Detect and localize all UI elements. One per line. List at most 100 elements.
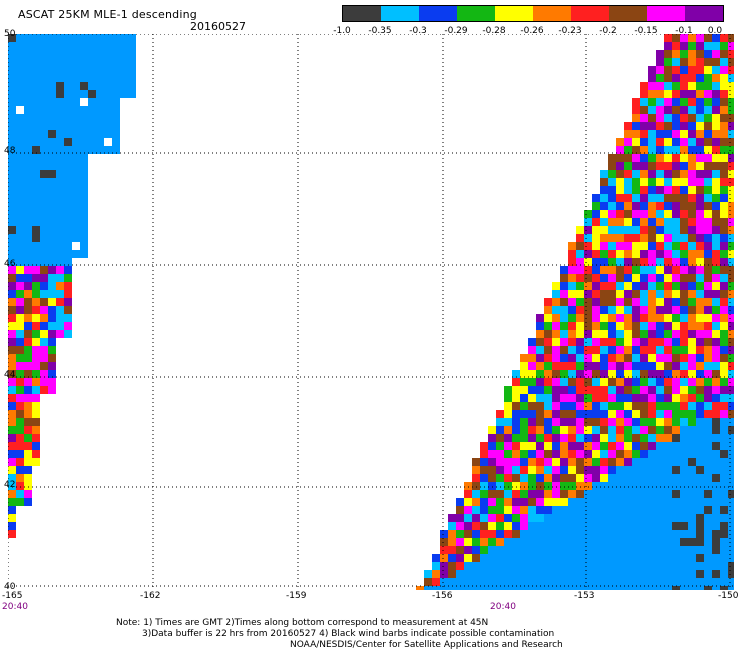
data-cell [528, 530, 536, 538]
data-cell [32, 82, 40, 90]
data-cell [688, 522, 696, 530]
data-cell [648, 98, 656, 106]
data-cell [592, 466, 600, 474]
data-cell [608, 314, 616, 322]
data-cell [680, 466, 688, 474]
data-cell [632, 386, 640, 394]
data-cell [640, 522, 648, 530]
data-cell [648, 282, 656, 290]
data-cell [56, 130, 64, 138]
data-cell [624, 322, 632, 330]
data-cell [544, 386, 552, 394]
time-label-west: 20:40 [2, 602, 28, 612]
data-cell [680, 578, 688, 586]
data-cell [592, 266, 600, 274]
data-cell [576, 322, 584, 330]
data-cell [8, 354, 16, 362]
data-cell [96, 34, 104, 42]
data-cell [616, 554, 624, 562]
data-cell [624, 474, 632, 482]
data-cell [8, 498, 16, 506]
data-cell [704, 266, 712, 274]
data-cell [680, 266, 688, 274]
data-cell [680, 394, 688, 402]
data-cell [720, 522, 728, 530]
data-cell [672, 186, 680, 194]
data-cell [8, 338, 16, 346]
data-cell [16, 386, 24, 394]
data-cell [648, 274, 656, 282]
data-cell [592, 442, 600, 450]
data-cell [72, 226, 80, 234]
data-cell [464, 538, 472, 546]
data-cell [688, 34, 696, 42]
data-cell [568, 330, 576, 338]
map-panel [8, 34, 734, 590]
data-cell [536, 522, 544, 530]
data-cell [704, 322, 712, 330]
data-cell [728, 434, 734, 442]
data-cell [80, 50, 88, 58]
data-cell [704, 154, 712, 162]
data-cell [96, 122, 104, 130]
data-cell [128, 42, 136, 50]
data-cell [128, 50, 136, 58]
data-cell [528, 498, 536, 506]
data-cell [24, 226, 32, 234]
data-cell [624, 186, 632, 194]
data-cell [488, 450, 496, 458]
data-cell [632, 98, 640, 106]
data-cell [88, 98, 96, 106]
data-cell [640, 474, 648, 482]
data-cell [704, 570, 712, 578]
data-cell [680, 178, 688, 186]
data-cell [568, 266, 576, 274]
data-cell [8, 130, 16, 138]
data-cell [656, 466, 664, 474]
data-cell [592, 234, 600, 242]
data-cell [640, 106, 648, 114]
data-cell [720, 506, 728, 514]
data-cell [600, 354, 608, 362]
data-cell [656, 370, 664, 378]
data-cell [528, 386, 536, 394]
data-cell [56, 114, 64, 122]
data-cell [672, 570, 680, 578]
data-cell [16, 146, 24, 154]
data-cell [496, 506, 504, 514]
data-cell [8, 290, 16, 298]
data-cell [696, 138, 704, 146]
data-cell [608, 346, 616, 354]
data-cell [480, 450, 488, 458]
data-cell [128, 34, 136, 42]
data-cell [648, 418, 656, 426]
data-cell [552, 314, 560, 322]
data-cell [648, 498, 656, 506]
data-cell [488, 498, 496, 506]
data-cell [624, 338, 632, 346]
data-cell [680, 290, 688, 298]
data-cell [600, 378, 608, 386]
data-cell [616, 186, 624, 194]
data-cell [560, 354, 568, 362]
data-cell [632, 554, 640, 562]
data-cell [32, 250, 40, 258]
data-cell [696, 442, 704, 450]
data-cell [640, 306, 648, 314]
data-cell [568, 586, 576, 590]
data-cell [16, 330, 24, 338]
data-cell [688, 122, 696, 130]
data-cell [544, 426, 552, 434]
data-cell [80, 114, 88, 122]
data-cell [16, 282, 24, 290]
data-cell [664, 474, 672, 482]
data-cell [704, 194, 712, 202]
data-cell [96, 146, 104, 154]
data-cell [504, 410, 512, 418]
data-cell [648, 154, 656, 162]
data-cell [88, 146, 96, 154]
colorbar-segment-4 [495, 6, 533, 21]
data-cell [648, 570, 656, 578]
data-cell [96, 58, 104, 66]
data-cell [560, 562, 568, 570]
